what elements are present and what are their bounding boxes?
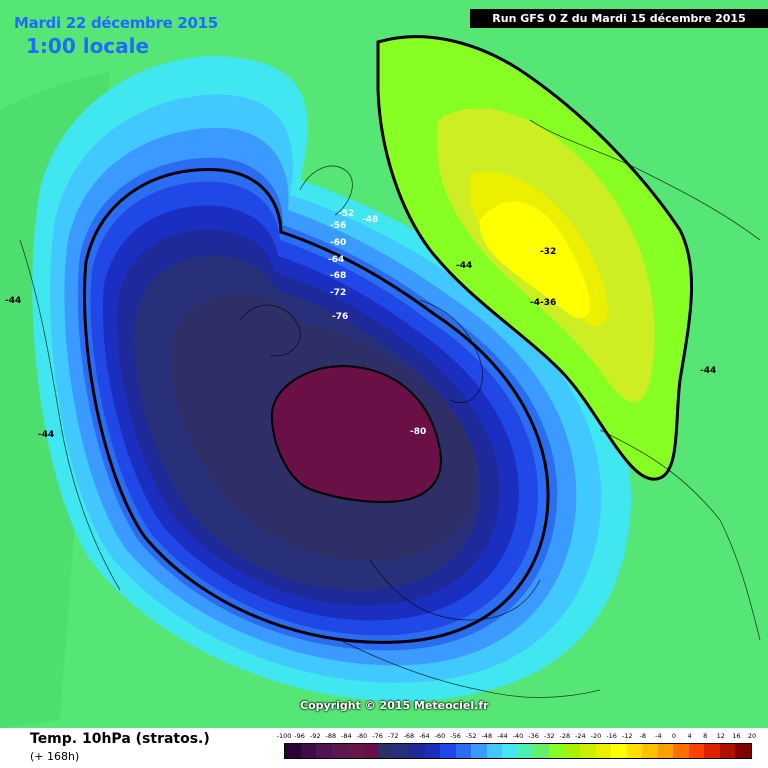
footer: Temp. 10hPa (stratos.) (+ 168h) -100 -96-…: [0, 728, 768, 768]
legend-tick-label: -52: [465, 732, 477, 740]
legend-tick-label: -100: [276, 732, 292, 740]
forecast-time: 1:00 locale: [26, 34, 150, 58]
legend-tick-label: -40: [512, 732, 524, 740]
legend-tick-label: 0: [671, 732, 677, 740]
legend-tick-label: 16: [732, 732, 741, 740]
legend-tick-label: -48: [481, 732, 493, 740]
legend-tick-label: -96: [294, 732, 305, 740]
contour-label-44c: -44: [38, 430, 54, 440]
legend-swatch: [657, 744, 674, 758]
vortex-contour: [82, 167, 550, 644]
legend-swatch: [704, 744, 720, 758]
legend-swatch: [409, 744, 425, 758]
legend-swatch: [595, 744, 612, 758]
legend-tick-label: -32: [543, 732, 555, 740]
legend-tick-label: -24: [575, 732, 586, 740]
legend-swatch: [688, 744, 705, 758]
legend-labels: -100 -96 -92 -88 -84 -80 -76 -72 -68 -64 -60 -56 -52…: [277, 732, 757, 742]
legend-tick-label: -56: [450, 732, 461, 740]
contour-label-44b: -44: [5, 296, 21, 306]
legend-tick-label: -92: [309, 732, 321, 740]
contour-label-56: -56: [330, 221, 346, 231]
legend-tick-label: -20: [590, 732, 602, 740]
legend-swatch: [735, 744, 751, 758]
contour-label-44d: -44: [700, 366, 716, 376]
legend-swatch: [471, 744, 487, 758]
legend-swatch: [378, 744, 394, 758]
contour-label-36: -4-36: [530, 298, 556, 308]
legend-tick-label: -60: [434, 732, 446, 740]
legend-tick-label: -4: [655, 732, 662, 740]
legend-tick-label: -16: [606, 732, 617, 740]
legend-tick-label: -88: [325, 732, 337, 740]
legend-swatch: [424, 744, 441, 758]
legend-swatch: [300, 744, 317, 758]
contour-label-80: -80: [410, 427, 426, 437]
legend-swatch: [502, 744, 518, 758]
legend-swatch: [626, 744, 643, 758]
legend-swatch: [533, 744, 550, 758]
legend-tick-label: -64: [419, 732, 430, 740]
legend-tick-label: -84: [341, 732, 352, 740]
legend-swatch: [285, 744, 301, 758]
legend-tick-label: -80: [356, 732, 368, 740]
legend-swatch: [393, 744, 410, 758]
run-info: Run GFS 0 Z du Mardi 15 décembre 2015: [470, 9, 768, 28]
legend-tick-label: -8: [639, 732, 647, 740]
legend-tick-label: -28: [559, 732, 571, 740]
legend-swatch: [719, 744, 736, 758]
coastlines: [19, 119, 761, 698]
color-legend: -100 -96 -92 -88 -84 -80 -76 -72 -68 -64 -60 -56 -52…: [277, 732, 757, 759]
legend-swatch: [580, 744, 596, 758]
legend-swatch: [331, 744, 348, 758]
legend-tick-label: -44: [497, 732, 508, 740]
legend-tick-label: 12: [716, 732, 725, 740]
contour-label-48: -48: [362, 215, 378, 225]
forecast-date: Mardi 22 décembre 2015: [14, 14, 218, 32]
contour-label-44a: -44: [456, 261, 472, 271]
cold-vortex: [32, 56, 632, 702]
warm-anomaly: [376, 35, 693, 481]
map-title: Temp. 10hPa (stratos.): [30, 731, 210, 747]
legend-tick-label: 4: [687, 732, 692, 740]
legend-swatch: [362, 744, 379, 758]
legend-tick-label: -72: [387, 732, 399, 740]
copyright-text: Copyright © 2015 Meteociel.fr: [300, 699, 489, 712]
map-canvas: -52 -48 -56 -60 -64 -68 -72 -76 -80 -32 …: [0, 0, 768, 728]
legend-swatch: [347, 744, 363, 758]
legend-tick-label: -68: [403, 732, 415, 740]
legend-tick-label: -12: [621, 732, 633, 740]
legend-tick-label: -76: [372, 732, 383, 740]
legend-swatch: [564, 744, 581, 758]
contour-label-52: -52: [338, 209, 354, 219]
legend-bar: [284, 743, 752, 759]
legend-swatch: [455, 744, 472, 758]
legend-swatch: [316, 744, 332, 758]
legend-tick-label: 20: [747, 732, 757, 740]
legend-swatch: [440, 744, 456, 758]
contour-label-72: -72: [330, 288, 346, 298]
legend-tick-label: 8: [703, 732, 708, 740]
contour-label-68: -68: [330, 271, 346, 281]
legend-swatch: [549, 744, 565, 758]
contour-label-76: -76: [332, 312, 348, 322]
temperature-map: -52 -48 -56 -60 -64 -68 -72 -76 -80 -32 …: [0, 0, 768, 728]
legend-swatch: [673, 744, 689, 758]
legend-swatch: [486, 744, 503, 758]
contour-label-60: -60: [330, 238, 346, 248]
contour-label-64: -64: [328, 255, 344, 265]
legend-swatch: [611, 744, 627, 758]
contour-label-32: -32: [540, 247, 556, 257]
forecast-range: (+ 168h): [30, 750, 80, 763]
legend-swatch: [517, 744, 534, 758]
legend-swatch: [642, 744, 658, 758]
legend-tick-label: -36: [528, 732, 539, 740]
